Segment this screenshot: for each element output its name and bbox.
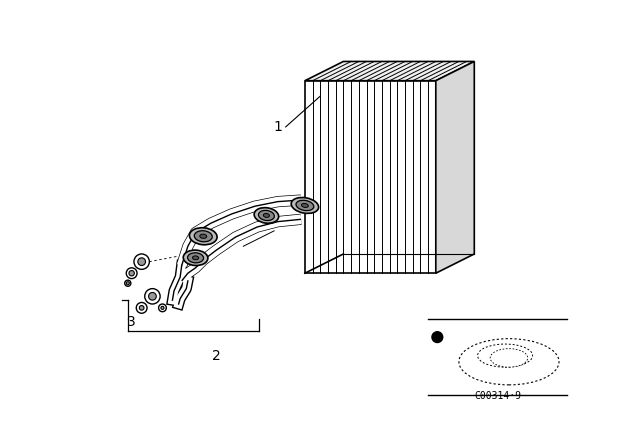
Ellipse shape xyxy=(200,234,207,238)
Text: 3: 3 xyxy=(127,314,136,329)
Circle shape xyxy=(148,293,156,300)
Text: 1: 1 xyxy=(273,120,282,134)
Text: C00314·9: C00314·9 xyxy=(474,391,521,401)
Ellipse shape xyxy=(291,198,319,213)
Ellipse shape xyxy=(188,253,204,263)
Ellipse shape xyxy=(477,344,532,367)
Circle shape xyxy=(126,282,129,285)
Circle shape xyxy=(140,306,144,310)
Ellipse shape xyxy=(183,250,208,266)
Circle shape xyxy=(145,289,160,304)
Ellipse shape xyxy=(490,349,528,367)
Circle shape xyxy=(126,268,137,279)
Ellipse shape xyxy=(189,228,217,245)
Ellipse shape xyxy=(195,231,212,242)
Ellipse shape xyxy=(296,200,314,211)
Text: 2: 2 xyxy=(212,349,221,363)
Polygon shape xyxy=(305,61,474,81)
Ellipse shape xyxy=(259,211,275,220)
Circle shape xyxy=(161,306,164,310)
Ellipse shape xyxy=(301,203,308,207)
Ellipse shape xyxy=(254,207,278,223)
Circle shape xyxy=(129,271,134,276)
Ellipse shape xyxy=(193,256,198,260)
Circle shape xyxy=(136,302,147,313)
Polygon shape xyxy=(436,61,474,273)
Circle shape xyxy=(138,258,145,266)
Ellipse shape xyxy=(263,214,269,217)
Circle shape xyxy=(432,332,443,343)
Circle shape xyxy=(134,254,149,269)
Circle shape xyxy=(125,280,131,286)
Circle shape xyxy=(159,304,166,312)
Ellipse shape xyxy=(459,339,559,385)
Polygon shape xyxy=(305,81,436,273)
